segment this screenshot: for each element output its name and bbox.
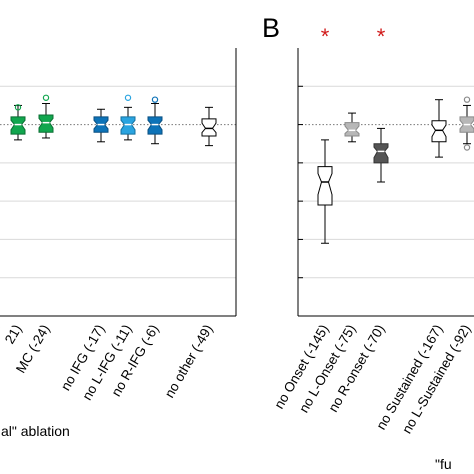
box-4 <box>120 94 136 141</box>
significance-marker: * <box>321 24 330 49</box>
panel-b-label: B <box>262 13 280 43</box>
box-3 <box>93 108 109 143</box>
outlier-point <box>463 144 471 151</box>
box-1: * <box>317 24 333 244</box>
box-2 <box>38 94 54 139</box>
outlier-point <box>42 94 50 101</box>
box-5 <box>147 96 163 145</box>
box-body <box>120 116 136 135</box>
box-body <box>147 116 163 135</box>
box-body <box>344 122 360 137</box>
box-5 <box>459 96 474 151</box>
outlier-point <box>151 96 159 103</box>
box-2 <box>344 112 360 143</box>
box-body <box>38 114 54 133</box>
box-body <box>10 116 26 135</box>
box-1 <box>10 104 26 141</box>
box-6 <box>201 106 217 147</box>
x-tick-label: no other (-49) <box>162 322 216 400</box>
box-body <box>317 166 333 206</box>
outlier-point <box>124 94 132 101</box>
box-body <box>201 118 217 137</box>
outlier-point <box>14 104 22 111</box>
significance-marker: * <box>377 24 386 49</box>
box-body <box>373 143 389 164</box>
panel-b-xaxis-caption: "fu <box>435 456 452 472</box>
outlier-point <box>463 96 471 103</box>
box-3: * <box>373 24 389 183</box>
panel-a-xaxis-caption: al" ablation <box>1 423 70 439</box>
panel-a: 21)MC (-24) no IFG (-17)no L-IFG (-11)no … <box>0 48 237 403</box>
x-tick-label: 21) <box>2 322 25 346</box>
box-body <box>431 120 447 143</box>
box-4 <box>431 99 447 158</box>
